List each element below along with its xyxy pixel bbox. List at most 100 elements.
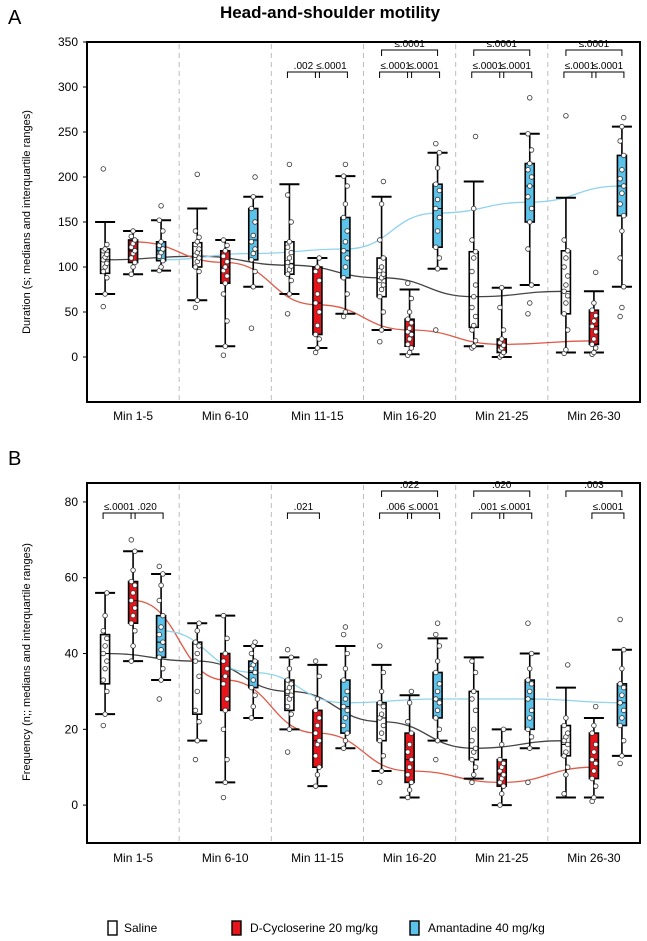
data-point [130,264,136,270]
data-point [469,304,475,311]
data-point [286,726,293,733]
legend-item-saline: Saline [107,920,158,936]
p-value-label: ≤.0001 [408,502,439,513]
data-point [100,268,106,275]
significance-bracket: ≤.0001 [407,502,441,519]
data-point [377,737,383,744]
significance-bracket: ≤.0001 [565,39,623,56]
y-tick-label: 350 [58,35,78,49]
data-point [196,268,202,275]
data-point [342,309,349,315]
data-point [100,303,106,310]
data-point [378,730,385,736]
box-d-cycloserine [307,255,328,356]
data-point [132,237,138,243]
data-point [250,677,256,683]
data-point [340,173,347,179]
data-point [499,791,505,797]
p-value-label: ≤.0001 [316,61,347,72]
data-point [380,703,387,710]
data-point [408,345,415,351]
box-d-cycloserine [399,280,420,358]
data-point [561,237,567,243]
p-value-label: ≤.0001 [104,502,135,513]
p-value-label: ≤.0001 [472,61,503,72]
data-point [436,255,443,261]
data-point [405,341,411,348]
data-point [314,722,321,729]
data-point [158,264,164,270]
data-point [433,756,439,763]
data-point [128,233,134,240]
data-point [196,643,202,649]
data-point [589,775,595,782]
data-point [406,309,413,315]
significance-bracket: .003 [565,480,623,497]
data-point [224,665,230,672]
data-point [500,327,507,333]
data-point [314,291,321,297]
data-point [433,715,439,721]
box-d-cycloserine [307,658,328,789]
data-point [196,719,202,725]
box-body [524,162,536,223]
data-point [314,772,321,778]
data-point [380,669,387,676]
data-point [316,737,322,744]
data-point [500,349,507,356]
data-point [286,161,293,168]
data-point [160,228,166,234]
data-point [252,246,258,252]
data-point [500,772,507,778]
data-point [284,259,291,266]
data-point [194,297,200,303]
data-point [436,726,443,733]
significance-bracket: ≤.0001 [102,502,136,519]
data-point [593,269,599,276]
y-tick-label: 20 [65,722,79,736]
data-point [342,715,349,721]
data-point [156,631,162,638]
panel-b-label: B [8,448,21,470]
data-point [192,639,199,645]
p-value-label: ≤.0001 [394,39,425,50]
significance-bracket: ≤.0001 [499,61,533,78]
p-value-label: ≤.0001 [593,502,624,513]
data-point [434,707,441,714]
data-point [158,203,164,209]
data-point [500,726,507,733]
data-point [220,237,227,243]
data-point [104,658,110,664]
data-point [248,684,255,691]
data-point [406,325,413,331]
y-tick-label: 200 [58,170,78,184]
data-point [565,248,571,254]
p-value-label: .022 [400,480,420,491]
data-point [316,309,322,315]
data-point [220,253,227,259]
data-point [377,779,383,786]
data-point [563,715,569,721]
data-point [250,232,256,239]
legend-label-amantadine: Amantadine 40 mg/kg [428,921,545,935]
data-point [472,669,479,676]
data-point [469,696,475,702]
data-point [469,237,475,243]
box-saline [371,178,392,345]
data-point [156,654,162,661]
data-point [405,280,411,286]
data-point [563,300,569,306]
data-point [220,612,227,619]
data-point [525,620,531,626]
data-point [619,123,625,130]
data-point [132,582,138,589]
data-point [525,131,531,137]
data-point [252,692,258,698]
data-point [377,237,383,243]
data-point [617,176,623,182]
data-point [591,318,597,324]
data-point [316,673,322,679]
data-point [619,167,625,173]
data-point [288,263,294,269]
data-point [192,707,199,714]
